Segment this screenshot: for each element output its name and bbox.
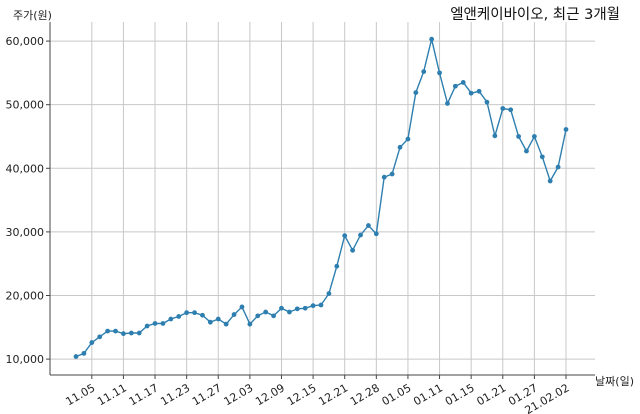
price-point	[192, 310, 197, 316]
axes	[46, 22, 595, 379]
y-tick-label: 30,000	[6, 226, 45, 239]
x-tick-labels: 11.0511.1111.1711.2311.2712.0312.0912.15…	[64, 381, 572, 414]
y-axis-label: 주가(원)	[13, 9, 52, 22]
price-series	[73, 36, 569, 359]
price-point	[97, 334, 103, 340]
price-point	[207, 319, 213, 325]
price-point	[223, 321, 229, 327]
price-point	[437, 70, 442, 76]
price-point	[302, 305, 308, 311]
price-point	[184, 310, 190, 316]
price-point	[160, 321, 166, 326]
price-point	[215, 316, 221, 322]
price-point	[136, 330, 142, 336]
price-point	[113, 328, 118, 334]
price-point	[476, 88, 482, 94]
x-tick-label: 01.15	[443, 381, 477, 408]
price-point	[200, 312, 205, 318]
price-point	[492, 133, 498, 139]
x-tick-label: 11.17	[127, 381, 161, 408]
x-tick-label: 12.28	[348, 381, 382, 408]
price-point	[452, 83, 458, 89]
price-point	[358, 232, 363, 238]
price-point	[239, 304, 245, 310]
x-axis-label: 날짜(일)	[595, 375, 634, 388]
price-point	[500, 106, 506, 111]
price-point	[413, 90, 419, 95]
x-tick-label: 12.09	[253, 381, 287, 408]
price-point	[334, 263, 340, 269]
x-tick-label: 11.11	[95, 381, 129, 408]
price-point	[516, 134, 521, 139]
x-tick-label: 11.27	[190, 381, 224, 408]
price-point	[310, 303, 316, 309]
x-tick-label: 11.05	[64, 381, 98, 408]
price-point	[484, 99, 490, 105]
price-point	[152, 321, 158, 326]
price-point	[389, 171, 395, 177]
price-point	[468, 90, 474, 96]
price-point	[405, 136, 411, 142]
chart-title: 엘앤케이바이오, 최근 3개월	[450, 7, 620, 23]
price-point	[555, 164, 561, 170]
price-point	[176, 314, 182, 319]
price-point	[121, 331, 126, 337]
price-point	[247, 321, 253, 327]
price-point	[429, 36, 435, 42]
price-point	[366, 223, 371, 228]
price-point	[144, 323, 150, 329]
price-point	[563, 127, 569, 132]
x-tick-label: 01.21	[474, 381, 508, 408]
y-tick-label: 40,000	[6, 162, 45, 175]
price-point	[508, 107, 514, 113]
price-point	[105, 328, 111, 334]
y-tick-labels: 10,000 20,000 30,000 40,000 50,000 60,000	[6, 35, 45, 366]
price-point	[524, 148, 529, 154]
price-point	[460, 80, 466, 85]
price-point	[231, 312, 237, 317]
x-tick-label: 01.05	[380, 381, 414, 408]
price-point	[326, 291, 332, 296]
price-point	[350, 247, 356, 253]
price-point	[381, 174, 387, 180]
x-tick-label: 11.23	[158, 381, 192, 408]
price-point	[539, 154, 545, 160]
price-point	[531, 134, 537, 139]
y-tick-label: 20,000	[6, 289, 45, 302]
price-point	[128, 330, 134, 336]
price-point	[168, 316, 174, 322]
price-point	[373, 231, 379, 237]
x-tick-label: 12.21	[316, 381, 350, 408]
x-tick-label: 12.03	[222, 381, 256, 408]
price-point	[89, 340, 95, 345]
price-point	[397, 144, 403, 150]
y-tick-label: 50,000	[6, 99, 45, 112]
price-point	[279, 305, 284, 311]
y-tick-label: 60,000	[6, 35, 45, 48]
price-point	[294, 306, 300, 312]
price-point	[318, 302, 324, 308]
x-tick-label: 01.11	[411, 381, 445, 408]
price-point	[445, 101, 450, 106]
price-point	[73, 354, 79, 359]
price-point	[271, 313, 276, 319]
price-point	[547, 178, 553, 184]
price-point	[263, 309, 269, 315]
y-tick-label: 10,000	[6, 353, 45, 366]
price-point	[81, 350, 87, 356]
grid	[50, 22, 595, 375]
price-point	[421, 69, 427, 75]
price-point	[255, 313, 261, 319]
price-line	[75, 39, 567, 358]
x-tick-label: 12.15	[285, 381, 319, 408]
price-point	[342, 233, 348, 239]
price-point	[286, 309, 292, 315]
